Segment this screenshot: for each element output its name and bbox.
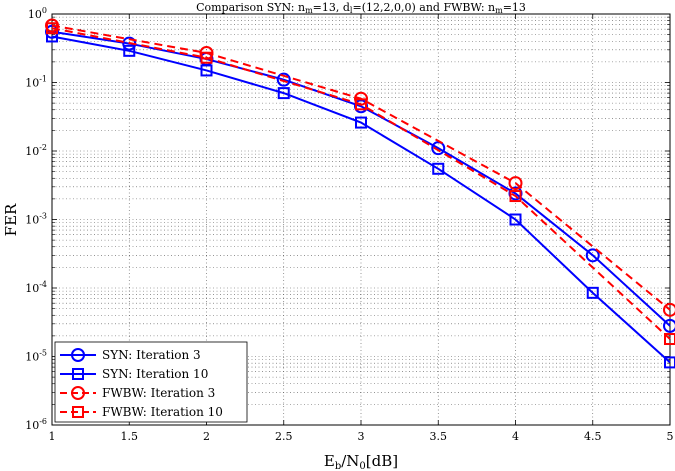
x-tick-label: 2.5 <box>275 430 293 443</box>
y-axis-title: FER <box>2 203 20 236</box>
y-tick-label: 10-4 <box>25 280 47 295</box>
legend-label: FWBW: Iteration 3 <box>102 386 215 400</box>
legend-entry: SYN: Iteration 10 <box>60 367 208 381</box>
legend-label: SYN: Iteration 3 <box>102 348 201 362</box>
x-tick-label: 4.5 <box>584 430 602 443</box>
x-tick-label: 3 <box>358 430 365 443</box>
legend-label: FWBW: Iteration 10 <box>102 405 223 419</box>
legend-entry: SYN: Iteration 3 <box>60 348 201 362</box>
x-tick-label: 5 <box>667 430 674 443</box>
y-tick-label: 10-2 <box>25 143 47 158</box>
x-axis-title: Eb/N0[dB] <box>324 452 398 471</box>
y-tick-label: 10-5 <box>25 349 47 364</box>
y-tick-label: 10-1 <box>25 75 47 90</box>
y-tick-label: 10-3 <box>25 212 47 227</box>
x-tick-label: 1.5 <box>121 430 139 443</box>
x-tick-label: 2 <box>203 430 210 443</box>
x-tick-label: 3.5 <box>430 430 448 443</box>
x-tick-label: 1 <box>49 430 56 443</box>
legend-label: SYN: Iteration 10 <box>102 367 208 381</box>
x-tick-label: 4 <box>512 430 519 443</box>
legend: SYN: Iteration 3 SYN: Iteration 10 FWBW: I… <box>55 342 247 422</box>
y-tick-label: 100 <box>28 6 47 21</box>
chart-title: Comparison SYN: nm=13, dl=(12,2,0,0) and… <box>196 1 526 15</box>
y-tick-label: 10-6 <box>25 417 47 432</box>
